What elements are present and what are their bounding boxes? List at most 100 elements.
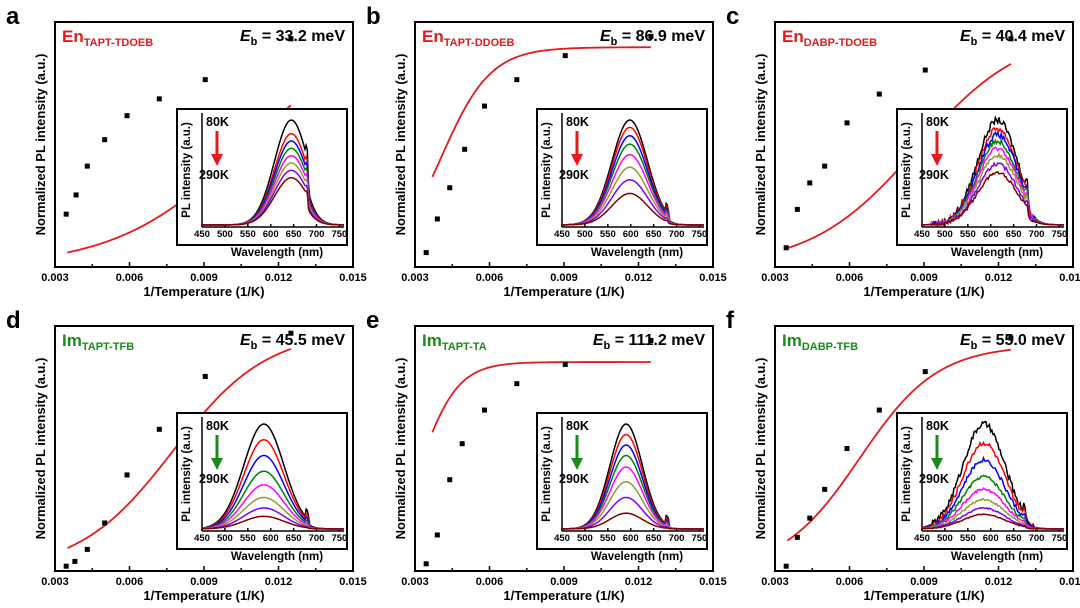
temp-label-bottom: 290K: [919, 472, 949, 486]
data-point: [434, 532, 440, 538]
data-point: [1008, 36, 1014, 42]
spectrum-line: [201, 515, 344, 530]
data-point: [447, 185, 453, 191]
data-point: [423, 561, 429, 567]
x-tick-label: 0.015: [339, 576, 367, 588]
temp-label-top: 80K: [206, 115, 229, 129]
inset-frame: [176, 108, 348, 246]
inset-x-tick-label: 450: [914, 533, 930, 544]
sample-subscript: TAPT-TDOEB: [84, 37, 154, 49]
temp-label-bottom: 290K: [919, 168, 949, 182]
x-tick-label: 0.003: [761, 272, 789, 284]
eb-subscript: b: [251, 36, 258, 48]
inset-x-tick-label: 750: [691, 229, 707, 240]
inset-x-tick-label: 450: [194, 533, 210, 544]
binding-energy-label: Eb = 33.2 meV: [240, 28, 345, 48]
y-axis-title: Normalized PL intensity (a.u.): [393, 358, 408, 540]
x-tick-label: 0.009: [190, 272, 218, 284]
data-point: [562, 53, 568, 59]
panel-b: 0.003 0.006 0.009 0.012 0.015 1/Temperature (…: [366, 3, 727, 299]
x-tick-label: 0.009: [550, 272, 578, 284]
x-tick-label: 0.003: [41, 576, 69, 588]
data-point: [922, 67, 928, 73]
inset-x-tick-label: 700: [669, 533, 685, 544]
x-tick-label: 0.003: [761, 576, 789, 588]
inset-x-tick-label: 600: [623, 229, 639, 240]
inset-x-tick-label: 750: [1051, 533, 1067, 544]
temp-label-bottom: 290K: [199, 168, 229, 182]
panel-d: 0.003 0.006 0.009 0.012 0.015 1/Temperature (…: [6, 307, 367, 603]
x-tick-label: 0.003: [41, 272, 69, 284]
data-point: [459, 441, 465, 447]
inset-x-tick-label: 600: [983, 229, 999, 240]
sample-main: En: [422, 27, 444, 46]
inset-y-axis-title: PL intensity (a.u.): [541, 122, 553, 218]
x-tick-label: 0.012: [985, 272, 1013, 284]
sample-subscript: TAPT-TFB: [82, 341, 134, 353]
data-point: [288, 36, 294, 42]
inset: 450 500 550 600 650 700 750 Wavelength (nm) PL i…: [176, 108, 348, 259]
fit-curve: [786, 348, 1012, 542]
inset: 450 500 550 600 650 700 750 Wavelength (nm) PL i…: [896, 108, 1068, 259]
inset-x-tick-label: 450: [554, 229, 570, 240]
data-point: [102, 137, 108, 143]
x-tick-label: 0.015: [699, 272, 727, 284]
x-tick-label: 0.012: [265, 272, 293, 284]
data-point: [822, 163, 828, 169]
data-point: [202, 77, 208, 83]
inset-x-tick-label: 500: [937, 229, 953, 240]
data-point: [922, 369, 928, 375]
inset-frame: [536, 412, 708, 550]
inset-x-tick-label: 650: [286, 229, 302, 240]
spectrum-line: [921, 171, 1065, 227]
temp-label-bottom: 290K: [559, 168, 589, 182]
spectrum-line: [561, 192, 704, 226]
x-tick-label: 0.009: [190, 576, 218, 588]
inset-x-tick-label: 550: [600, 533, 616, 544]
inset-x-tick-label: 600: [983, 533, 999, 544]
sample-label: EnTAPT-TDOEB: [62, 27, 153, 49]
data-point: [102, 520, 108, 526]
sample-main: En: [782, 27, 804, 46]
panel-a: 0.003 0.006 0.009 0.012 0.015 1/Temperature (…: [6, 3, 367, 299]
x-tick-label: 0.003: [401, 272, 429, 284]
data-point: [807, 180, 813, 186]
panel-e: 0.003 0.006 0.009 0.012 0.015 1/Temperature (…: [366, 307, 727, 603]
inset-x-axis-title: Wavelength (nm): [951, 247, 1043, 259]
binding-energy-label: Eb = 45.5 meV: [240, 332, 345, 352]
x-axis-title: 1/Temperature (1/K): [863, 588, 984, 603]
inset-x-tick-label: 600: [263, 229, 279, 240]
eb-value: = 33.2 meV: [257, 28, 345, 45]
inset-y-axis-title: PL intensity (a.u.): [901, 122, 913, 218]
eb-subscript: b: [971, 36, 978, 48]
eb-symbol: E: [240, 332, 252, 349]
y-axis-title: Normalized PL intensity (a.u.): [33, 358, 48, 540]
panel-c: 0.003 0.006 0.009 0.012 0.015 1/Temperature (…: [726, 3, 1080, 299]
sample-main: Im: [782, 331, 802, 350]
x-tick-label: 0.006: [836, 576, 864, 588]
sample-subscript: DABP-TDOEB: [804, 37, 877, 49]
data-point: [156, 426, 162, 432]
inset-x-tick-label: 700: [309, 533, 325, 544]
x-axis-title: 1/Temperature (1/K): [863, 284, 984, 299]
fit-curve: [431, 361, 651, 433]
inset-x-tick-label: 500: [217, 229, 233, 240]
temp-label-top: 80K: [206, 419, 229, 433]
data-point: [423, 250, 429, 256]
sample-subscript: TAPT-DDOEB: [444, 37, 515, 49]
data-point: [288, 330, 294, 336]
x-tick-label: 0.015: [699, 576, 727, 588]
eb-symbol: E: [960, 28, 972, 45]
inset-x-tick-label: 600: [263, 533, 279, 544]
data-point: [124, 472, 130, 478]
inset-frame: [536, 108, 708, 246]
sample-label: ImDABP-TFB: [782, 331, 858, 353]
x-tick-label: 0.015: [339, 272, 367, 284]
inset-x-tick-label: 750: [331, 533, 347, 544]
eb-value: = 40.4 meV: [977, 28, 1065, 45]
eb-symbol: E: [600, 28, 612, 45]
data-point: [648, 33, 654, 39]
x-axis-title: 1/Temperature (1/K): [503, 588, 624, 603]
data-point: [84, 546, 90, 552]
inset-y-axis-title: PL intensity (a.u.): [541, 426, 553, 522]
